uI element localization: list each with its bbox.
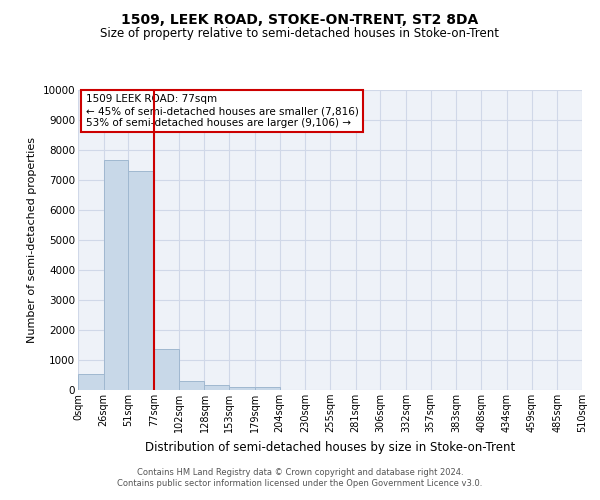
Text: 1509, LEEK ROAD, STOKE-ON-TRENT, ST2 8DA: 1509, LEEK ROAD, STOKE-ON-TRENT, ST2 8DA — [121, 12, 479, 26]
Bar — [128, 171, 154, 390]
Y-axis label: Number of semi-detached properties: Number of semi-detached properties — [27, 137, 37, 343]
Bar — [78, 374, 104, 390]
Text: 1509 LEEK ROAD: 77sqm
← 45% of semi-detached houses are smaller (7,816)
53% of s: 1509 LEEK ROAD: 77sqm ← 45% of semi-deta… — [86, 94, 358, 128]
Bar — [104, 160, 128, 390]
Bar — [255, 388, 280, 390]
Text: Size of property relative to semi-detached houses in Stoke-on-Trent: Size of property relative to semi-detach… — [101, 28, 499, 40]
X-axis label: Distribution of semi-detached houses by size in Stoke-on-Trent: Distribution of semi-detached houses by … — [145, 440, 515, 454]
Bar — [205, 385, 229, 390]
Bar — [179, 380, 205, 390]
Bar — [154, 349, 179, 390]
Bar — [229, 387, 255, 390]
Text: Contains HM Land Registry data © Crown copyright and database right 2024.
Contai: Contains HM Land Registry data © Crown c… — [118, 468, 482, 487]
